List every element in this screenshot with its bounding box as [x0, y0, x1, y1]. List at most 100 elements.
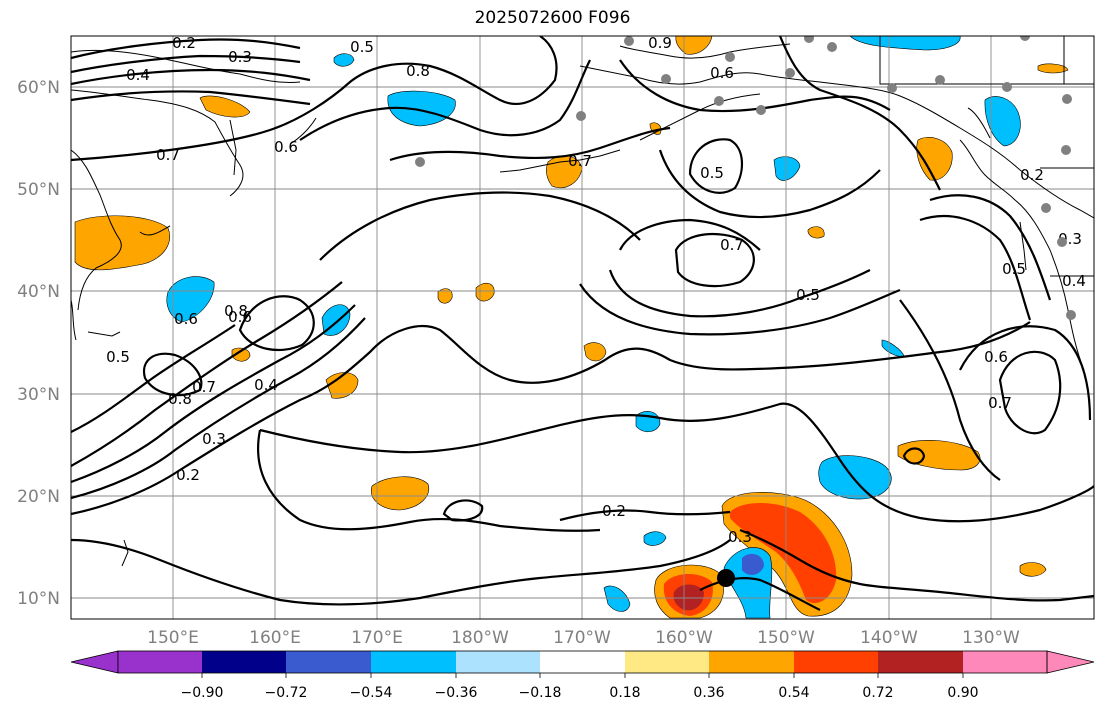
patch-orange — [1037, 63, 1069, 74]
contour-label: 0.2 — [172, 34, 196, 52]
patch-orange — [583, 342, 607, 362]
lat-tick-label: 30°N — [17, 385, 60, 405]
patch-blue — [643, 531, 667, 546]
colorbar-frame — [117, 650, 1048, 674]
lat-tick-label: 50°N — [17, 180, 60, 200]
patch-orange — [675, 36, 713, 55]
lon-tick-label: 170°W — [553, 628, 611, 648]
colorbar-segment — [878, 651, 963, 673]
lon-tick-label: 160°E — [249, 628, 301, 648]
colorbar-segment — [540, 651, 625, 673]
contour-label: 0.8 — [406, 62, 430, 80]
patch-orange-asia — [74, 215, 170, 271]
lon-tick-label: 150°E — [147, 628, 199, 648]
station-dot — [827, 42, 837, 52]
contour-label: 0.6 — [274, 138, 298, 156]
contour-label: 0.4 — [1062, 272, 1086, 290]
station-dot — [887, 83, 897, 93]
station-dot — [1020, 36, 1030, 41]
colorbar-tick-label: 0.36 — [693, 685, 724, 701]
contour-label: 0.3 — [728, 528, 752, 546]
map-title: 2025072600 F096 — [474, 8, 631, 28]
contour-labels: 0.2 0.3 0.4 0.6 0.5 0.8 0.7 0.6 0.7 0.5 … — [106, 34, 1086, 546]
colorbar-tick-label: −0.18 — [519, 685, 562, 701]
patch-blue — [984, 96, 1021, 147]
lon-tick-label: 180°W — [451, 628, 509, 648]
station-dot — [1061, 145, 1071, 155]
station-dot — [714, 96, 724, 106]
patch-darkred — [673, 584, 704, 611]
station-dot — [1066, 310, 1076, 320]
station-dot — [1057, 237, 1067, 247]
patch-orange — [199, 95, 251, 118]
contour-label: 0.5 — [1002, 260, 1026, 278]
contour-label: 0.7 — [568, 152, 592, 170]
contour-label: 0.6 — [228, 308, 252, 326]
station-dot — [415, 157, 425, 167]
contour-label: 0.7 — [192, 378, 216, 396]
contour-lines — [71, 36, 1094, 611]
lon-ticks: 150°E 160°E 170°E 180°W 170°W 160°W 150°… — [147, 628, 1020, 648]
station-markers — [415, 36, 1076, 320]
colorbar-over-triangle — [1046, 650, 1095, 674]
lat-tick-label: 10°N — [17, 589, 60, 609]
colorbar-tick-label: −0.72 — [265, 685, 308, 701]
contour-label: 0.2 — [1020, 166, 1044, 184]
colorbar-under-triangle — [70, 650, 119, 674]
station-dot — [1062, 94, 1072, 104]
colorbar-tick-label: 0.90 — [947, 685, 978, 701]
contour-label: 0.6 — [710, 64, 734, 82]
station-dot — [624, 36, 634, 46]
colorbar-segment — [625, 651, 709, 673]
storm-center-marker — [717, 569, 735, 587]
lon-tick-label: 130°W — [962, 628, 1020, 648]
lon-tick-label: 170°E — [351, 628, 403, 648]
contour-label: 0.2 — [602, 502, 626, 520]
station-dot — [1041, 203, 1051, 213]
colorbar-tick-label: −0.54 — [350, 685, 393, 701]
patch-blue — [333, 53, 355, 67]
patch-orange — [325, 372, 359, 399]
patch-orange — [897, 440, 981, 471]
station-dot — [785, 68, 795, 78]
map-frame — [70, 35, 1095, 620]
contour-label: 0.3 — [228, 48, 252, 66]
station-dot — [1002, 82, 1012, 92]
contour-label: 0.4 — [126, 66, 150, 84]
patch-red-tropical — [730, 503, 837, 604]
patch-blue — [387, 90, 456, 127]
lon-tick-label: 150°W — [757, 628, 815, 648]
colorbar-segment — [794, 651, 878, 673]
contour-label: 0.8 — [224, 302, 248, 320]
contour-label: 0.8 — [168, 390, 192, 408]
lat-ticks: 60°N 50°N 40°N 30°N 20°N 10°N — [17, 78, 60, 609]
patch-orange — [807, 226, 825, 239]
contour-label: 0.4 — [254, 376, 278, 394]
contour-label: 0.2 — [176, 466, 200, 484]
colorbar-tick-label: 0.18 — [609, 685, 640, 701]
colorbar-segment — [118, 651, 202, 673]
station-dot — [725, 52, 735, 62]
contour-label: 0.6 — [984, 348, 1008, 366]
patch-blue — [773, 156, 801, 181]
colorbar-segment — [286, 651, 371, 673]
patch-blue — [849, 36, 961, 51]
colorbar-segment — [709, 651, 794, 673]
patch-orange — [371, 476, 430, 511]
patch-orange — [916, 137, 953, 181]
station-dot — [935, 75, 945, 85]
colorbar-segment — [456, 651, 540, 673]
lat-tick-label: 60°N — [17, 78, 60, 98]
contour-label: 0.5 — [796, 286, 820, 304]
patch-blue — [166, 276, 215, 323]
patch-orange — [437, 288, 453, 304]
colorbar-segment — [202, 651, 286, 673]
contour-label: 0.5 — [700, 164, 724, 182]
station-dot — [576, 111, 586, 121]
lon-tick-label: 140°W — [860, 628, 918, 648]
patch-orange — [1019, 562, 1047, 577]
station-dot — [756, 105, 766, 115]
lat-tick-label: 40°N — [17, 282, 60, 302]
patch-royalblue — [742, 553, 764, 575]
